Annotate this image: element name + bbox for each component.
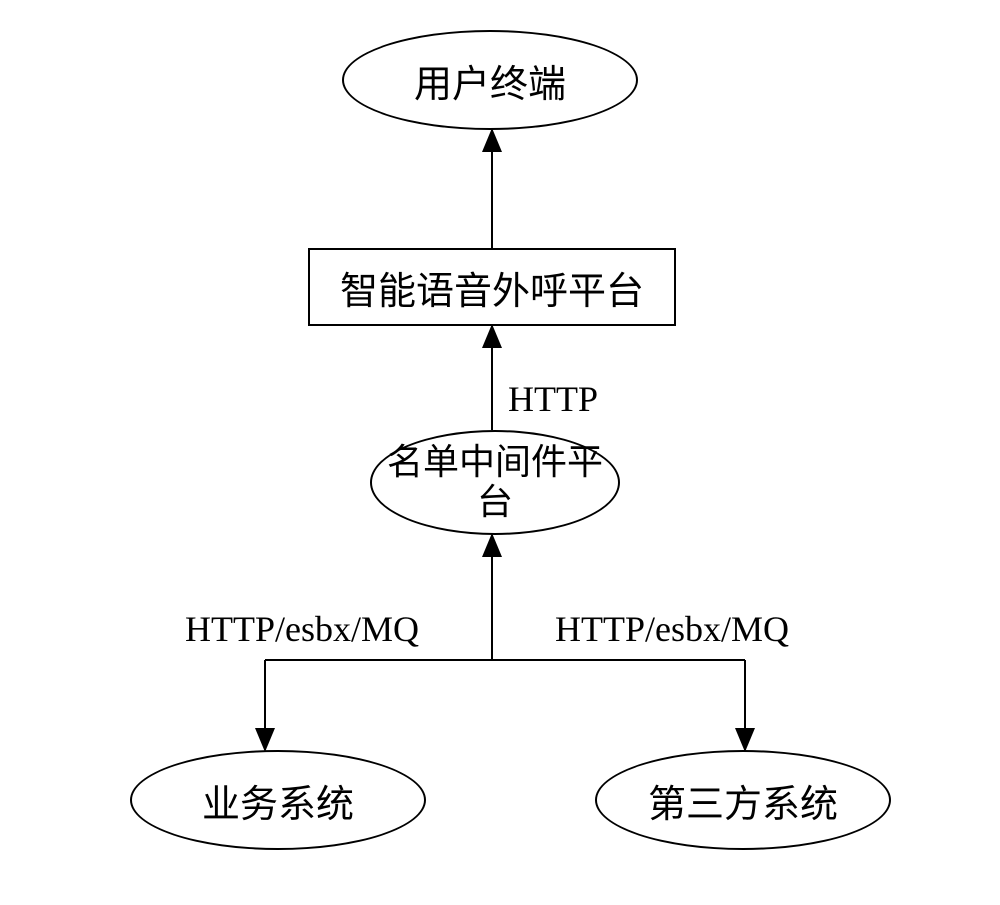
node-user-terminal-label: 用户终端 [414, 53, 566, 108]
node-voice-platform-label: 智能语音外呼平台 [340, 260, 644, 315]
node-user-terminal: 用户终端 [342, 30, 638, 130]
edge-label-left: HTTP/esbx/MQ [185, 608, 419, 650]
node-business-system-label: 业务系统 [202, 773, 354, 828]
node-middleware-platform: 名单中间件平 台 [370, 430, 620, 535]
node-middleware-platform-label: 名单中间件平 台 [387, 443, 603, 522]
edge-label-http: HTTP [508, 378, 598, 420]
node-voice-platform: 智能语音外呼平台 [308, 248, 676, 326]
node-business-system: 业务系统 [130, 750, 426, 850]
node-third-party-system: 第三方系统 [595, 750, 891, 850]
edge-label-right: HTTP/esbx/MQ [555, 608, 789, 650]
node-third-party-system-label: 第三方系统 [648, 773, 838, 828]
diagram-canvas: 用户终端 智能语音外呼平台 名单中间件平 台 业务系统 第三方系统 HTTP H… [0, 0, 1000, 905]
